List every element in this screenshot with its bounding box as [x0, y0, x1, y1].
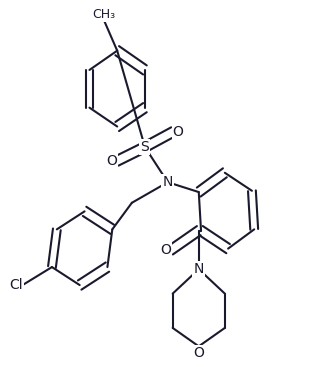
- Text: N: N: [193, 262, 204, 276]
- Text: O: O: [160, 243, 171, 257]
- Text: O: O: [193, 346, 204, 360]
- Text: S: S: [140, 140, 149, 154]
- Text: O: O: [173, 125, 184, 139]
- Text: N: N: [163, 175, 173, 189]
- Text: O: O: [106, 154, 117, 168]
- Text: Cl: Cl: [9, 278, 23, 292]
- Text: CH₃: CH₃: [92, 8, 116, 21]
